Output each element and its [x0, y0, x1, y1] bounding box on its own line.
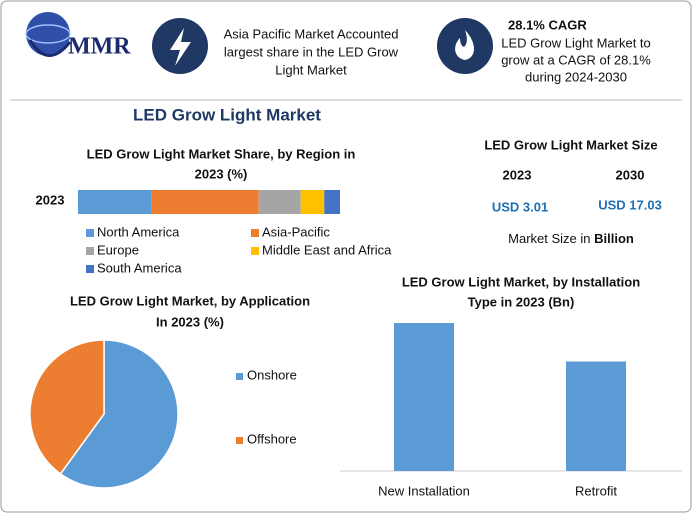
legend-label: Asia-Pacific	[262, 224, 330, 239]
note-text: Market Size in	[508, 231, 594, 246]
bolt-icon	[170, 28, 191, 66]
legend-label: North America	[97, 224, 180, 239]
info-text: Light Market	[275, 62, 347, 77]
year: 2030	[616, 167, 645, 182]
chart-title: Type in 2023 (Bn)	[468, 294, 575, 309]
bar	[394, 323, 454, 471]
x-tick-label: New Installation	[378, 483, 470, 498]
info-text: grow at a CAGR of 28.1%	[501, 52, 651, 67]
logo: MMR	[25, 12, 131, 60]
info-text: largest share in the LED Grow	[224, 44, 399, 59]
pie-slice	[29, 339, 105, 475]
size-value: USD 3.01	[492, 199, 548, 214]
chart-title: 2023 (%)	[195, 166, 248, 181]
bar-segment	[258, 190, 301, 214]
chart-title: LED Grow Light Market, by Application	[70, 293, 310, 308]
bar-segment	[324, 190, 340, 214]
legend-swatch	[251, 247, 259, 255]
logo-text: MMR	[68, 34, 131, 60]
legend-label: Europe	[97, 242, 139, 257]
note-unit: Billion	[594, 231, 634, 246]
main-title: LED Grow Light Market	[133, 105, 321, 124]
bar-segment	[151, 190, 259, 214]
legend-swatch	[236, 373, 243, 380]
x-tick-label: Retrofit	[575, 483, 617, 498]
legend-swatch	[86, 265, 94, 273]
info-text: during 2024-2030	[525, 69, 627, 84]
legend-label: Middle East and Africa	[262, 242, 392, 257]
year: 2023	[503, 167, 532, 182]
cagr-title: 28.1% CAGR	[508, 17, 587, 32]
info-text: Asia Pacific Market Accounted	[224, 26, 399, 41]
bar-segment	[78, 190, 152, 214]
legend-label: South America	[97, 260, 182, 275]
chart-title: In 2023 (%)	[156, 314, 224, 329]
category-label: 2023	[36, 192, 65, 207]
bar-segment	[300, 190, 325, 214]
legend-swatch	[86, 229, 94, 237]
bar	[566, 361, 626, 471]
legend-label: Offshore	[247, 431, 297, 446]
pie-slice	[59, 339, 179, 489]
flame-icon	[455, 30, 475, 60]
chart-title: LED Grow Light Market Share, by Region i…	[87, 146, 356, 161]
info-text: LED Grow Light Market to	[501, 35, 651, 50]
size-note: Market Size in Billion	[508, 231, 634, 246]
size-title: LED Grow Light Market Size	[484, 137, 657, 152]
legend-swatch	[251, 229, 259, 237]
legend-swatch	[86, 247, 94, 255]
size-value: USD 17.03	[598, 197, 662, 212]
legend-label: Onshore	[247, 367, 297, 382]
chart-title: LED Grow Light Market, by Installation	[402, 274, 640, 289]
legend-swatch	[236, 437, 243, 444]
